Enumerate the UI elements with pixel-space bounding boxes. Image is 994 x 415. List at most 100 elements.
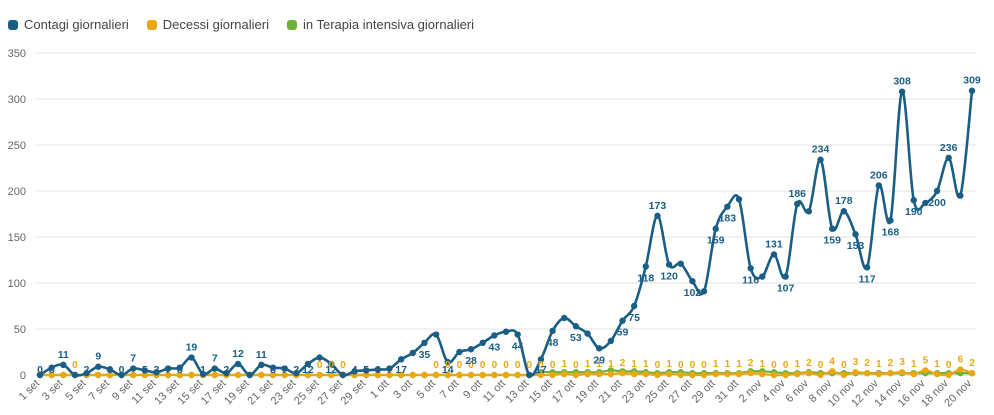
legend-swatch-icu [287,19,297,30]
data-point-deaths-73 [887,369,894,377]
data-label-cases-46: 53 [570,332,582,344]
data-label-deaths-39: 0 [492,360,498,371]
data-label-cases-75: 190 [905,206,923,218]
data-point-cases-7 [118,371,125,379]
data-point-deaths-47 [584,370,591,378]
data-point-deaths-77 [933,370,941,378]
data-point-cases-73 [887,217,894,224]
legend-item-icu[interactable]: in Terapia intensiva giornalieri [287,17,474,32]
data-point-deaths-56 [689,371,696,379]
data-point-cases-2 [60,361,67,369]
data-point-cases-23 [304,360,312,368]
data-point-deaths-64 [782,371,789,379]
data-label-cases-68: 159 [823,235,841,247]
data-label-cases-28: 5 [363,364,369,376]
data-point-deaths-20 [269,371,277,379]
y-tick-label-150: 150 [8,232,26,244]
data-point-deaths-55 [677,371,684,379]
data-label-deaths-60: 1 [736,359,742,370]
data-point-deaths-45 [561,370,568,378]
data-point-cases-20 [269,364,277,371]
data-label-cases-50: 59 [617,327,629,339]
data-label-deaths-74: 3 [899,357,905,368]
data-label-cases-15: 7 [212,353,218,365]
data-point-deaths-75 [910,370,917,378]
data-label-deaths-38: 0 [480,360,486,371]
data-point-cases-21 [281,365,288,372]
data-point-deaths-21 [281,371,288,379]
x-tick-label-13-ott: 13 ott [503,378,531,406]
data-point-deaths-17 [234,371,242,379]
x-tick-label-17-ott: 17 ott [550,378,578,406]
data-point-cases-22 [293,369,300,377]
data-label-deaths-55: 0 [678,360,684,371]
data-label-cases-1: 8 [49,364,55,376]
data-point-cases-58 [712,225,719,232]
data-point-deaths-6 [106,371,114,379]
data-label-cases-27: 4 [352,364,358,376]
data-label-deaths-52: 1 [643,359,649,370]
data-point-deaths-43 [537,371,545,379]
data-point-cases-32 [409,349,416,357]
data-point-cases-44 [549,327,556,335]
data-point-cases-46 [572,323,580,330]
data-point-deaths-30 [386,371,393,379]
data-point-cases-63 [770,251,778,258]
data-point-cases-38 [479,339,486,346]
data-point-deaths-31 [397,371,405,379]
data-point-deaths-67 [817,371,824,379]
data-point-cases-17 [234,360,242,368]
data-point-deaths-60 [735,370,743,378]
data-point-deaths-59 [724,370,731,378]
data-point-cases-51 [630,302,638,310]
data-label-deaths-71: 2 [864,358,870,369]
data-label-cases-58: 159 [707,235,725,247]
data-point-cases-76 [922,199,929,207]
data-point-deaths-80 [968,369,976,377]
data-label-cases-11: 7 [165,364,171,376]
data-label-deaths-67: 0 [818,360,824,371]
data-point-deaths-2 [60,371,67,379]
data-label-cases-39: 43 [489,341,501,353]
data-point-deaths-9 [141,371,149,379]
data-label-deaths-36: 0 [457,360,463,371]
data-point-deaths-46 [572,371,580,379]
data-label-deaths-26: 0 [340,360,346,371]
data-point-deaths-34 [432,371,440,379]
data-label-cases-22: 2 [293,364,299,376]
data-point-deaths-29 [374,371,382,379]
data-point-cases-9 [141,367,149,374]
x-tick-label-23-ott: 23 ott [620,378,648,406]
data-point-cases-43 [537,356,545,363]
data-label-cases-13: 19 [186,342,198,354]
data-point-cases-40 [502,328,510,335]
data-point-deaths-23 [304,371,312,379]
data-point-deaths-41 [514,371,521,379]
data-point-cases-5 [95,363,102,370]
data-label-deaths-41: 0 [515,360,521,371]
legend-label-icu: in Terapia intensiva giornalieri [303,17,475,32]
data-label-cases-61: 116 [742,274,759,286]
data-point-cases-49 [607,337,615,345]
data-point-deaths-15 [211,371,218,379]
data-label-deaths-3: 0 [72,360,78,371]
data-point-deaths-65 [794,370,801,378]
data-label-deaths-42: 0 [527,360,533,371]
x-tick-label-11-set: 11 set [130,378,159,407]
data-label-cases-7: 0 [119,364,125,376]
data-label-cases-44: 48 [547,337,559,349]
x-tick-label-6-nov: 6 nov [783,377,811,405]
data-point-cases-56 [689,277,696,285]
data-point-cases-29 [374,366,382,373]
x-tick-label-31-ott: 31 ott [713,378,741,406]
data-label-cases-35: 14 [442,364,454,376]
x-tick-label-29-ott: 29 ott [690,378,718,406]
legend-item-deaths[interactable]: Decessi giornalieri [146,17,269,32]
data-label-cases-21: 7 [282,364,288,376]
data-point-cases-79 [957,192,964,199]
legend-item-cases[interactable]: Contagi giornalieri [8,17,129,32]
data-point-deaths-35 [444,371,451,379]
data-point-deaths-40 [502,371,510,379]
data-point-cases-67 [817,156,824,163]
